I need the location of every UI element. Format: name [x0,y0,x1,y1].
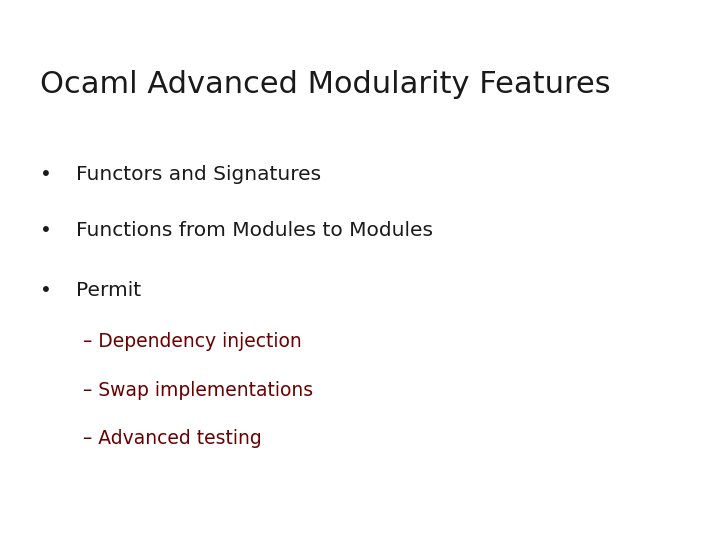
Text: Permit: Permit [76,281,140,300]
Text: – Dependency injection: – Dependency injection [83,332,302,351]
Text: •: • [40,221,51,240]
Text: Functions from Modules to Modules: Functions from Modules to Modules [76,221,433,240]
Text: Functors and Signatures: Functors and Signatures [76,165,320,184]
Text: – Advanced testing: – Advanced testing [83,429,261,448]
Text: Ocaml Advanced Modularity Features: Ocaml Advanced Modularity Features [40,70,611,99]
Text: – Swap implementations: – Swap implementations [83,381,313,400]
Text: •: • [40,281,51,300]
Text: •: • [40,165,51,184]
